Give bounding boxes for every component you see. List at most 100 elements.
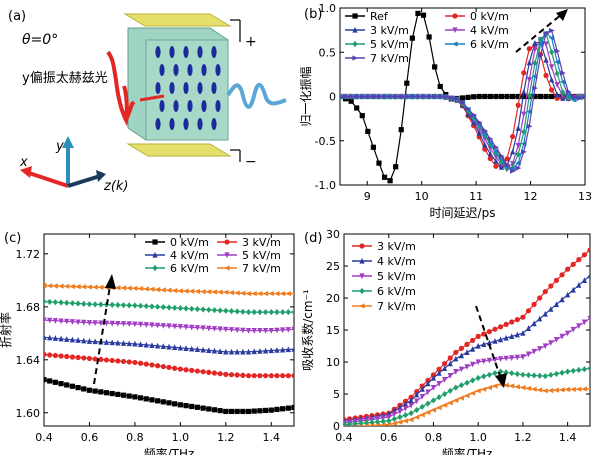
molecule-ellipse bbox=[169, 118, 175, 130]
data-point bbox=[120, 285, 127, 291]
panel-c-chart: (c) 0.4 0.6 0.8 1.0 1.2 1.4 1.60 1.64 1.68 1.72 频率/… bbox=[0, 226, 300, 459]
data-point bbox=[245, 328, 252, 334]
legend-label: 6 kV/m bbox=[377, 285, 416, 298]
data-point bbox=[548, 283, 554, 289]
data-point bbox=[257, 328, 263, 334]
data-point bbox=[52, 299, 58, 306]
data-point bbox=[436, 394, 442, 401]
data-point bbox=[143, 341, 149, 348]
data-point bbox=[514, 317, 520, 323]
data-point bbox=[482, 93, 488, 100]
legend-swatch-marker bbox=[223, 265, 230, 271]
data-point bbox=[257, 309, 263, 316]
data-point bbox=[515, 125, 521, 131]
y-tick-label: 1.72 bbox=[16, 248, 41, 261]
data-point bbox=[206, 369, 212, 375]
y-tick-label: 0 bbox=[333, 420, 340, 433]
data-point bbox=[430, 397, 437, 404]
data-point bbox=[542, 388, 548, 394]
data-point bbox=[194, 346, 201, 352]
data-point bbox=[425, 389, 431, 396]
data-point bbox=[510, 161, 516, 167]
data-point bbox=[240, 408, 246, 415]
legend-label: 7 kV/m bbox=[242, 262, 281, 275]
data-point bbox=[492, 370, 498, 377]
data-point bbox=[228, 408, 235, 415]
data-point bbox=[132, 394, 138, 400]
data-point bbox=[103, 390, 110, 396]
data-point bbox=[166, 364, 172, 371]
data-point bbox=[391, 415, 397, 423]
data-point bbox=[504, 93, 510, 100]
data-point bbox=[453, 355, 459, 362]
data-point bbox=[559, 369, 565, 376]
data-point bbox=[526, 46, 532, 52]
data-point bbox=[492, 326, 498, 332]
data-point bbox=[137, 395, 144, 401]
data-point bbox=[480, 386, 487, 392]
data-point bbox=[447, 360, 453, 367]
data-point bbox=[211, 307, 218, 314]
data-point bbox=[183, 345, 189, 351]
data-point bbox=[115, 391, 121, 397]
data-point bbox=[497, 336, 504, 343]
axis-y-label: y bbox=[55, 139, 64, 154]
legend-label: 7 kV/m bbox=[377, 300, 416, 313]
data-point bbox=[44, 283, 47, 289]
data-point bbox=[291, 373, 294, 379]
data-point bbox=[465, 105, 472, 112]
data-point bbox=[508, 383, 515, 389]
x-tick-label: 1.4 bbox=[263, 431, 281, 444]
data-point bbox=[234, 348, 240, 355]
data-point bbox=[531, 372, 537, 379]
data-point bbox=[137, 341, 144, 347]
data-point bbox=[486, 357, 492, 364]
x-tick-label: 13 bbox=[578, 190, 592, 203]
legend-swatch-marker bbox=[224, 252, 230, 259]
data-point bbox=[368, 423, 375, 426]
trend-arrow-head bbox=[556, 9, 568, 21]
data-point bbox=[137, 321, 144, 328]
data-point bbox=[251, 408, 257, 414]
data-point bbox=[509, 333, 515, 339]
data-point bbox=[52, 283, 58, 289]
data-point bbox=[143, 322, 149, 328]
data-point bbox=[581, 366, 588, 373]
data-point bbox=[354, 105, 360, 111]
data-point bbox=[217, 307, 223, 314]
data-point bbox=[183, 403, 189, 409]
data-point bbox=[262, 347, 269, 354]
x-axis-title: 频率/THz bbox=[442, 446, 493, 455]
legend: 3 kV/m 4 kV/m 5 kV/m 6 kV/m 7 kV/m bbox=[352, 240, 416, 313]
data-point bbox=[486, 385, 492, 391]
y-tick-label: 15 bbox=[326, 324, 340, 337]
data-point bbox=[531, 73, 538, 80]
incident-beam-line bbox=[139, 94, 165, 102]
data-point bbox=[58, 335, 64, 342]
legend-label: 4 kV/m bbox=[170, 249, 209, 262]
data-point bbox=[47, 317, 53, 324]
data-point bbox=[559, 333, 565, 340]
molecule-ellipse bbox=[173, 64, 179, 76]
data-point bbox=[553, 387, 560, 393]
data-point bbox=[548, 64, 555, 70]
data-point bbox=[137, 286, 144, 292]
data-point bbox=[542, 343, 548, 350]
data-point bbox=[402, 405, 409, 412]
legend-label: 6 kV/m bbox=[170, 262, 209, 275]
data-point bbox=[177, 305, 183, 312]
data-point bbox=[430, 385, 437, 391]
data-point bbox=[398, 127, 404, 133]
data-point bbox=[430, 374, 437, 381]
data-point bbox=[521, 93, 527, 100]
data-point bbox=[194, 306, 201, 313]
data-point bbox=[458, 382, 465, 389]
data-point bbox=[183, 324, 189, 331]
data-point bbox=[126, 302, 132, 309]
data-point bbox=[509, 370, 515, 377]
legend-swatch-marker bbox=[452, 27, 458, 34]
data-point bbox=[413, 414, 420, 420]
data-point bbox=[257, 348, 263, 354]
data-point bbox=[69, 383, 76, 389]
data-point bbox=[531, 301, 537, 307]
